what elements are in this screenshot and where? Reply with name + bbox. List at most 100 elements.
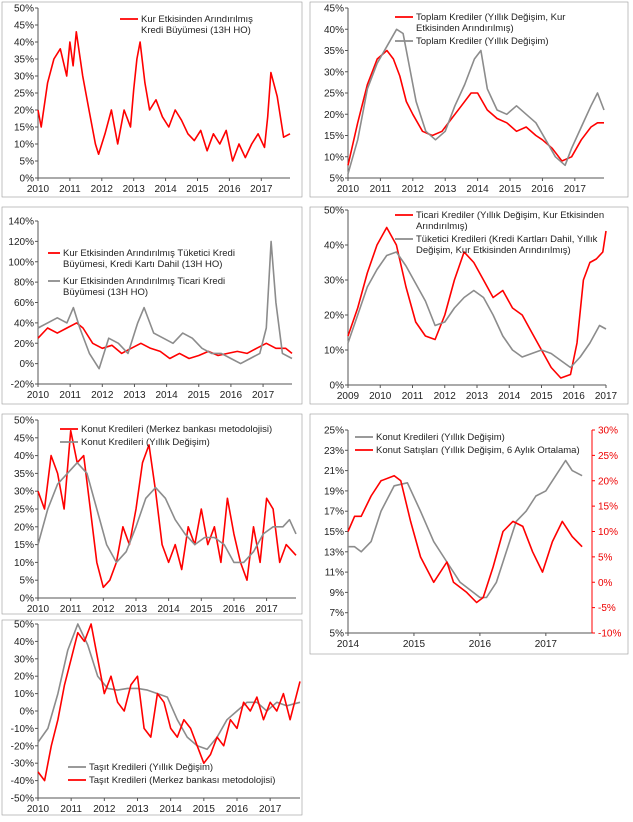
- x-tick-label: 2015: [193, 804, 216, 815]
- legend-entry-0: Konut Kredileri (Merkez bankası metodolo…: [81, 424, 272, 435]
- y-tick-label: 0%: [330, 381, 345, 392]
- y-tick-label: 25%: [324, 426, 344, 437]
- y-tick-label: 50%: [14, 620, 34, 631]
- chart-c4: 0% 10% 20% 30% 40% 50% 2009 2010 2011 2012 2013 201…: [309, 206, 629, 405]
- y-tick-label: -50%: [11, 794, 34, 805]
- y-tick-label: 20%: [14, 672, 34, 683]
- x-tick-label: 2017: [259, 804, 282, 815]
- x-tick-label: 2010: [27, 804, 50, 815]
- x-tick-label: 2015: [186, 184, 209, 195]
- y-tick-label: 10%: [14, 140, 34, 151]
- series-line-c2-0: [347, 49, 604, 166]
- x-tick-label: 2010: [27, 604, 50, 615]
- x-tick-label: 2017: [564, 184, 587, 195]
- x-tick-label: 2012: [434, 391, 457, 402]
- chart-c2: 5% 10% 15% 20% 25% 30% 35% 40% 45% 2010 2011 2012 20…: [309, 1, 629, 198]
- series-line-c1-0: [37, 30, 291, 162]
- x-tick-label: 2012: [91, 184, 114, 195]
- y-tick-label: 10%: [324, 152, 344, 163]
- y-tick-label: -20%: [11, 741, 34, 752]
- y-tick-label: 35%: [14, 55, 34, 66]
- y-tick-label: 20%: [14, 339, 34, 350]
- x-tick-label: 2015: [188, 390, 211, 401]
- series-line-c7-1: [37, 623, 301, 782]
- x-tick-label: 2014: [155, 390, 178, 401]
- y-tick-label: 40%: [324, 25, 344, 36]
- y-tick-label: -10%: [11, 724, 34, 735]
- y-tick-label: 35%: [14, 469, 34, 480]
- x-tick-label: 2016: [563, 391, 586, 402]
- y-tick-label: 25%: [324, 89, 344, 100]
- series-line-c7-0: [37, 623, 301, 751]
- x-tick-label: 2012: [93, 804, 116, 815]
- series-line-c6-0: [348, 459, 583, 599]
- x-tick-label: 2017: [535, 639, 558, 650]
- y-tick-label: 140%: [8, 217, 34, 228]
- y-tick-label: 23%: [324, 446, 344, 457]
- x-tick-label: 2016: [469, 639, 492, 650]
- x-tick-label: 2016: [220, 390, 243, 401]
- y-tick-label: 5%: [20, 157, 35, 168]
- y2-tick-label: 20%: [598, 476, 618, 487]
- y-tick-label: 30%: [324, 276, 344, 287]
- x-tick-label: 2015: [190, 604, 213, 615]
- x-tick-label: 2017: [250, 184, 273, 195]
- y-tick-label: 5%: [330, 174, 345, 185]
- legend-entry-0: Ticari Krediler (Yıllık Değişim, Kur Etk…: [416, 210, 604, 232]
- y-tick-label: 15%: [14, 123, 34, 134]
- legend-entry-0: Toplam Krediler (Yıllık Değişim, Kur Etki…: [416, 12, 565, 34]
- x-tick-label: 2014: [337, 639, 360, 650]
- y-tick-label: 30%: [14, 72, 34, 83]
- y-tick-label: 20%: [14, 106, 34, 117]
- y-tick-label: 40%: [14, 318, 34, 329]
- x-tick-label: 2011: [370, 184, 392, 195]
- x-tick-label: 2012: [91, 390, 114, 401]
- legend-entry-0: Kur Etkisinden Arındırılmış Kredi Büyümes…: [141, 14, 253, 36]
- y-tick-label: 13%: [324, 547, 344, 558]
- x-tick-label: 2011: [59, 390, 81, 401]
- x-tick-label: 2011: [60, 804, 82, 815]
- y2-tick-label: 5%: [598, 552, 613, 563]
- y-tick-label: 40%: [14, 637, 34, 648]
- chart-frame: [1, 413, 303, 615]
- y-tick-label: 35%: [324, 46, 344, 57]
- y-tick-label: 20%: [324, 311, 344, 322]
- y-tick-label: 50%: [324, 206, 344, 217]
- y-tick-label: 45%: [324, 4, 344, 15]
- x-tick-label: 2013: [123, 390, 146, 401]
- x-tick-label: 2014: [160, 804, 183, 815]
- x-tick-label: 2012: [92, 604, 115, 615]
- chart-c3: -20% 0% 20% 40% 60% 80% 100% 120% 140% 2010 2011 20…: [1, 206, 303, 405]
- chart-frame: [309, 206, 629, 405]
- y2-tick-label: 30%: [598, 426, 618, 437]
- x-tick-label: 2017: [255, 604, 278, 615]
- y-tick-label: -40%: [11, 776, 34, 787]
- y-tick-label: 0%: [20, 359, 35, 370]
- series-line-c3-0: [37, 322, 293, 360]
- y2-tick-label: 25%: [598, 451, 618, 462]
- y-tick-label: 10%: [14, 689, 34, 700]
- x-tick-label: 2010: [27, 390, 50, 401]
- series-line-c4-0: [347, 226, 607, 379]
- legend-entry-1: Konut Kredileri (Yıllık Değişim): [81, 437, 210, 448]
- y-tick-label: 15%: [324, 527, 344, 538]
- y-tick-label: 40%: [14, 38, 34, 49]
- y2-tick-label: 15%: [598, 502, 618, 513]
- x-tick-label: 2014: [154, 184, 177, 195]
- y-tick-label: 25%: [14, 505, 34, 516]
- chart-c7: -50% -40% -30% -20% -10% 0% 10% 20% 30% 40% 50% 201…: [1, 620, 303, 816]
- x-tick-label: 2012: [402, 184, 425, 195]
- y-tick-label: 0%: [20, 174, 35, 185]
- legend-entry-1: Toplam Krediler (Yıllık Değişim): [416, 36, 549, 47]
- y-tick-label: 17%: [324, 507, 344, 518]
- y-tick-label: 50%: [14, 4, 34, 15]
- y-tick-label: -20%: [11, 380, 34, 391]
- y-tick-label: 15%: [14, 540, 34, 551]
- y-tick-label: 9%: [330, 588, 345, 599]
- chart-c5: 0% 5% 10% 15% 20% 25% 30% 35% 40% 45% 50% 2010 2011 2…: [1, 413, 303, 615]
- y-tick-label: 25%: [14, 89, 34, 100]
- y-tick-label: 5%: [20, 576, 35, 587]
- x-tick-label: 2013: [466, 391, 489, 402]
- y-tick-label: 11%: [325, 568, 344, 579]
